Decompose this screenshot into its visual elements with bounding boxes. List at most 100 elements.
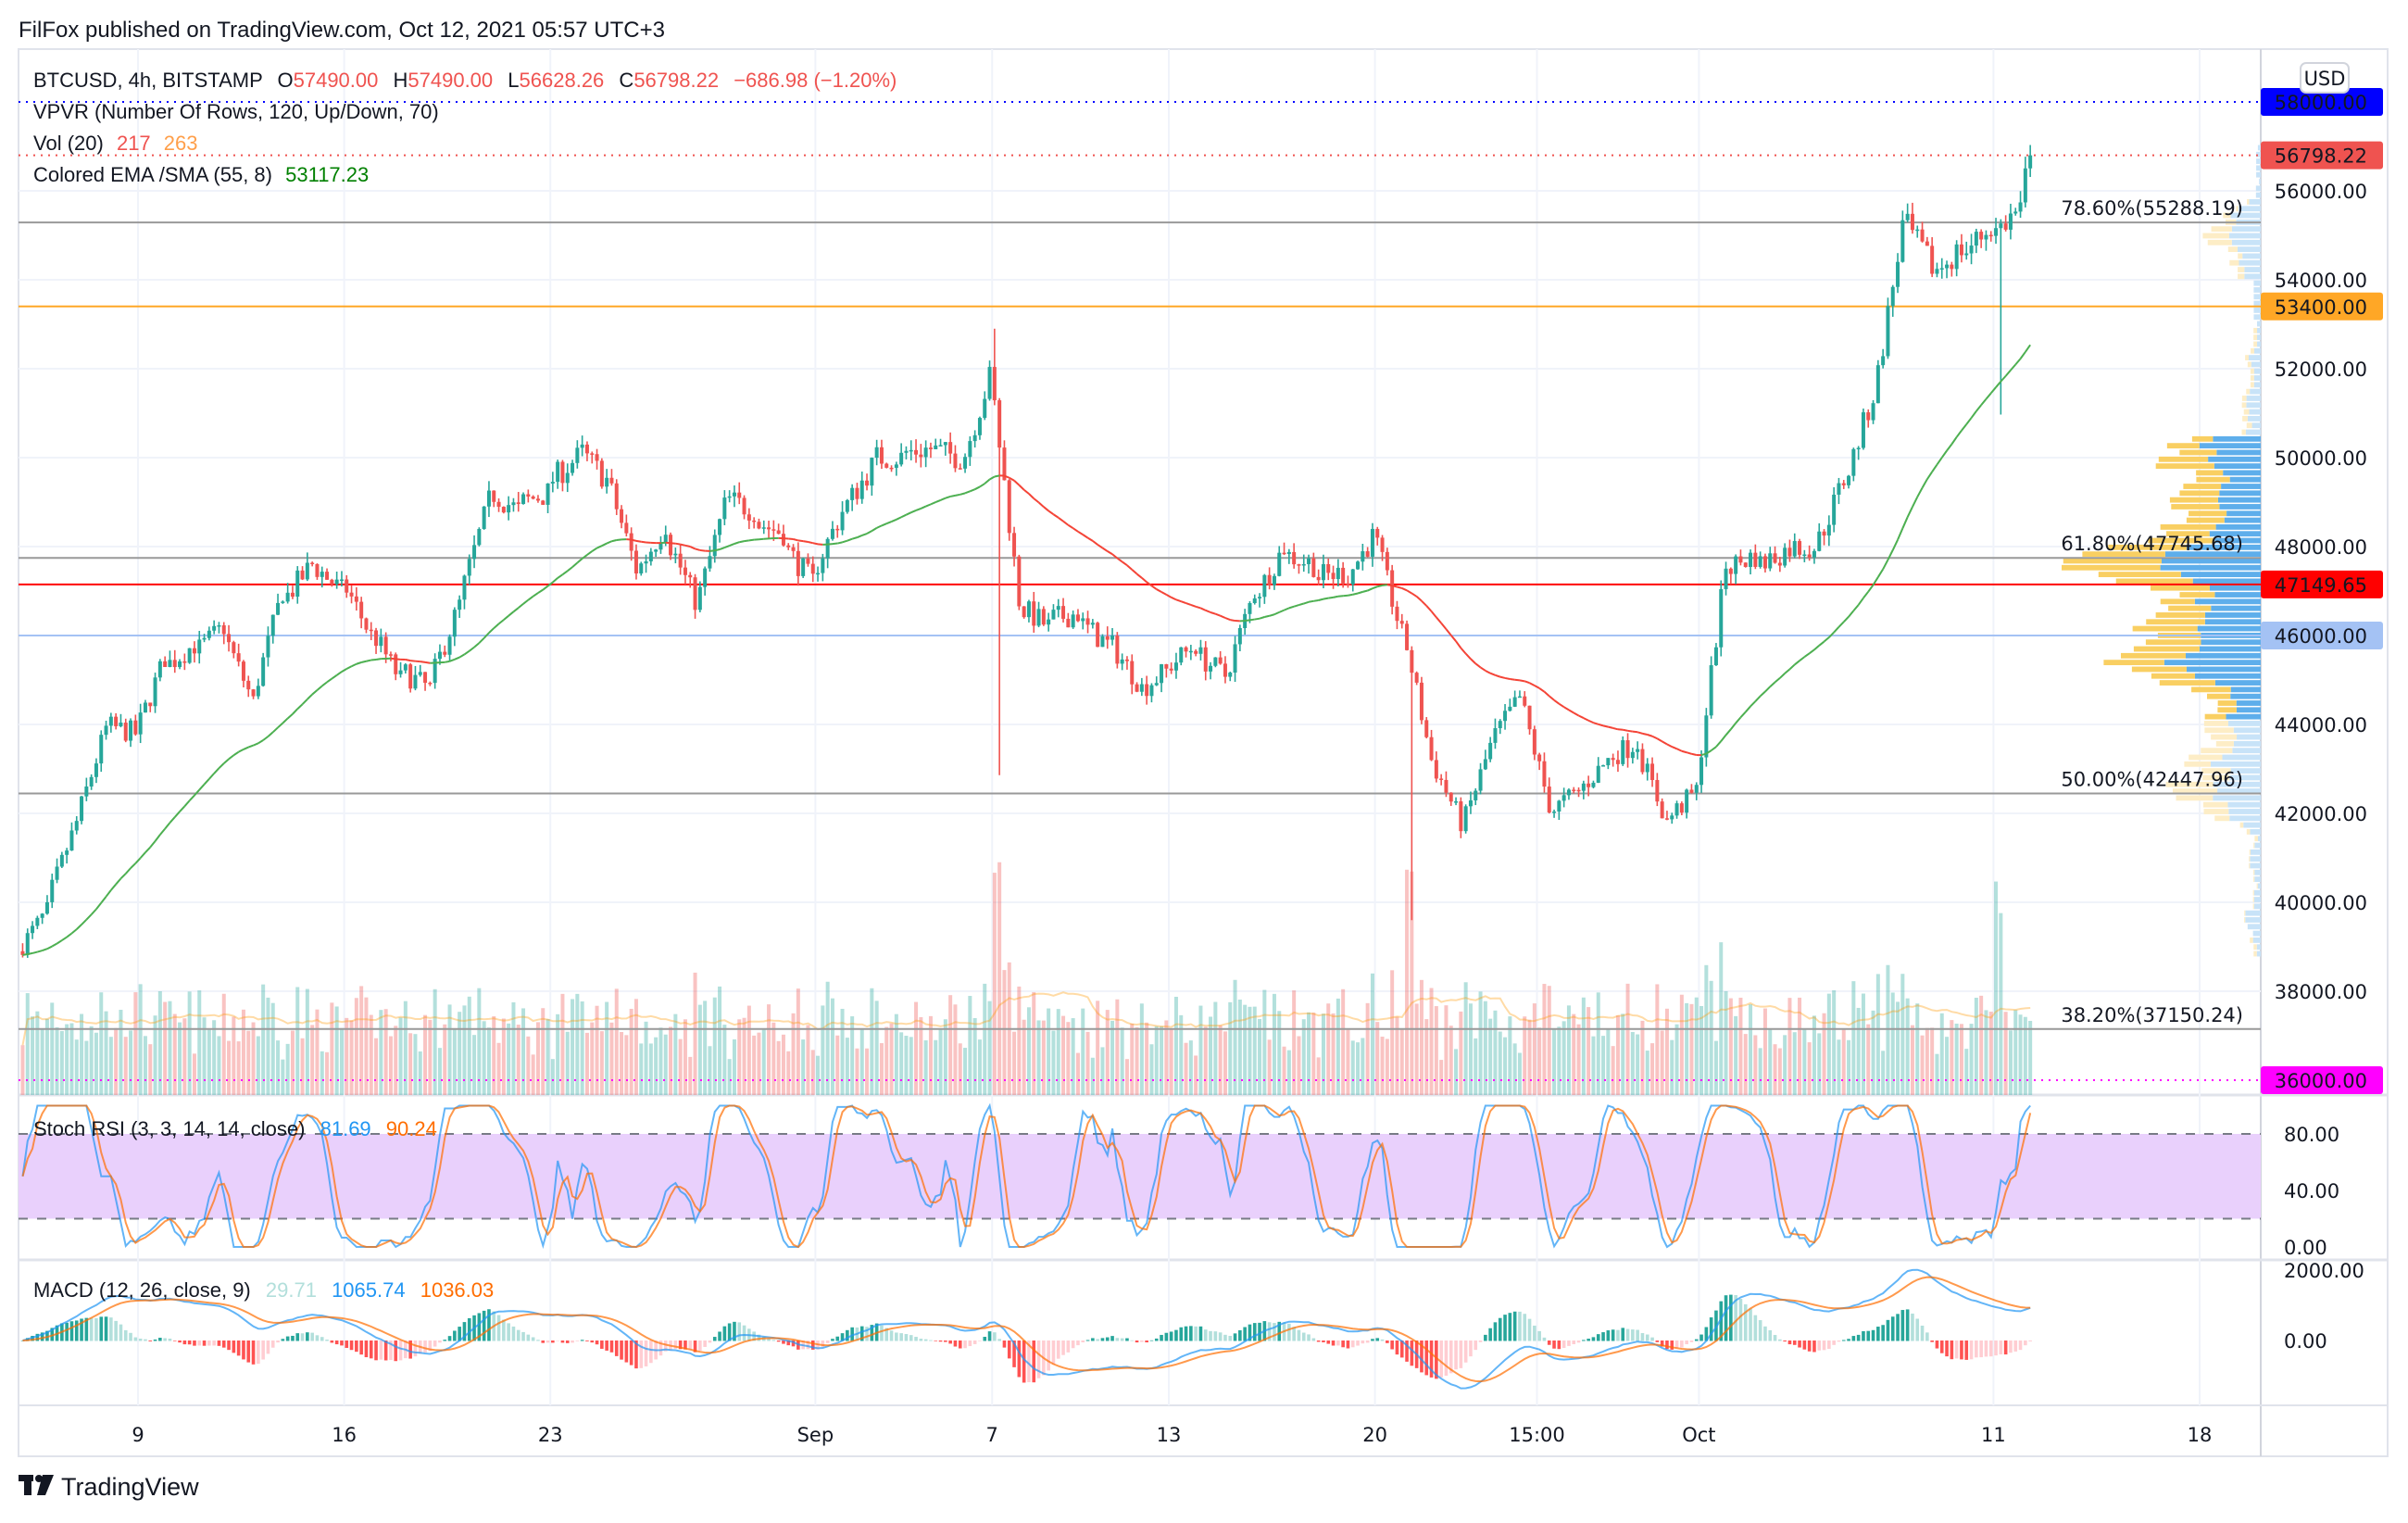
- ema-line-segment: [1489, 672, 1496, 676]
- macd-histogram-bar: [810, 1340, 815, 1350]
- volume-profile-up-bar: [2164, 551, 2261, 558]
- price-label-badge[interactable]: [2261, 88, 2383, 116]
- volume-bar: [644, 1021, 648, 1095]
- ema-line-segment: [1190, 604, 1197, 608]
- volume-bar: [108, 1037, 113, 1095]
- ema-line-segment: [699, 548, 706, 552]
- candle-body: [241, 661, 245, 681]
- macd-histogram-bar: [1960, 1340, 1963, 1360]
- volume-bar: [845, 1038, 849, 1095]
- volume-profile-up-bar: [2247, 924, 2261, 930]
- volume-profile-down-bar: [2252, 903, 2254, 910]
- volume-bar: [639, 1043, 644, 1095]
- macd-histogram-bar: [609, 1340, 614, 1353]
- volume-bar: [1365, 1002, 1370, 1095]
- candle-body: [997, 400, 1002, 448]
- volume-legend[interactable]: Vol (20) 217 263: [33, 132, 198, 155]
- macd-histogram-bar: [1160, 1334, 1163, 1341]
- vpvr-legend[interactable]: VPVR (Number Of Rows, 120, Up/Down, 70): [33, 100, 439, 123]
- price-label-badge[interactable]: [2261, 292, 2383, 321]
- macd-histogram-bar: [929, 1340, 933, 1341]
- volume-profile-down-bar: [2249, 856, 2251, 862]
- macd-histogram-bar: [423, 1340, 427, 1353]
- symbol-legend[interactable]: BTCUSD, 4h, BITSTAMP O57490.00 H57490.00…: [33, 69, 897, 92]
- ema-line-segment: [445, 660, 450, 663]
- ema-line-segment: [881, 522, 887, 527]
- volume-profile-down-bar: [2227, 246, 2238, 253]
- tradingview-logo[interactable]: TradingView: [19, 1473, 199, 1501]
- price-tick-label: 56000.00: [2275, 181, 2367, 203]
- candle-body: [1935, 269, 1939, 274]
- ema-line-segment: [1122, 560, 1128, 567]
- volume-bar: [345, 1017, 349, 1095]
- volume-profile-down-bar: [2250, 375, 2254, 381]
- price-label-badge[interactable]: [2261, 570, 2383, 598]
- volume-bar: [472, 1035, 477, 1095]
- stoch-rsi-legend[interactable]: Stoch RSI (3, 3, 14, 14, close) 81.69 90…: [33, 1117, 437, 1140]
- macd-histogram-bar: [1670, 1340, 1674, 1350]
- time-axis[interactable]: 9 16 23 Sep 7 13 20 15:00 Oct 11 18: [132, 1424, 2212, 1446]
- macd-histogram-bar: [114, 1320, 118, 1341]
- macd-legend[interactable]: MACD (12, 26, close, 9) 29.71 1065.74 10…: [33, 1278, 494, 1302]
- currency-button[interactable]: USD: [2300, 62, 2350, 94]
- ema-line-segment: [179, 805, 186, 812]
- candle-body: [364, 618, 369, 630]
- macd-histogram-bar: [2013, 1340, 2018, 1352]
- volume-bar: [1596, 992, 1600, 1095]
- macd-histogram-bar: [1856, 1334, 1861, 1341]
- ema-line-segment: [497, 619, 505, 625]
- ema-line-segment: [1906, 506, 1913, 518]
- volume-bar: [383, 1009, 388, 1095]
- ema-line-segment: [1587, 719, 1594, 724]
- volume-bar: [806, 1025, 810, 1095]
- price-axis[interactable]: 56000.0054000.0052000.0050000.0048000.00…: [2261, 88, 2383, 1353]
- candle-body: [742, 497, 746, 515]
- volume-bar: [1935, 1053, 1939, 1095]
- macd-histogram-bar: [1939, 1340, 1944, 1353]
- ema-line-segment: [1367, 587, 1373, 592]
- volume-profile-up-bar: [2192, 578, 2261, 585]
- macd-histogram-bar: [1488, 1328, 1492, 1341]
- volume-bar: [1410, 871, 1414, 1095]
- ema-line-segment: [1931, 463, 1938, 472]
- candle-body: [1856, 447, 1861, 450]
- ema-line-segment: [169, 816, 176, 824]
- macd-histogram-bar: [1361, 1340, 1365, 1344]
- macd-histogram-bar: [1493, 1322, 1498, 1341]
- macd-histogram-bar: [1209, 1330, 1212, 1341]
- macd-histogram-bar: [658, 1340, 663, 1356]
- volume-profile-up-bar: [2257, 145, 2261, 151]
- macd-histogram-bar: [1203, 1329, 1208, 1341]
- ema-line-segment: [827, 543, 834, 546]
- ema-line-segment: [552, 577, 558, 584]
- ema-line-segment: [1788, 663, 1796, 671]
- macd-histogram-bar: [644, 1340, 648, 1366]
- candle-body: [644, 560, 648, 564]
- candle-body: [1988, 234, 1993, 237]
- candle-body: [418, 672, 422, 675]
- ema-line-segment: [1823, 636, 1830, 643]
- ema-line-segment: [1062, 520, 1069, 526]
- volume-profile-down-bar: [2217, 707, 2237, 713]
- volume-bar: [114, 1027, 119, 1095]
- volume-bar: [1758, 1048, 1762, 1095]
- candle-body: [1930, 245, 1935, 274]
- stoch-rsi-pane[interactable]: [19, 1102, 2261, 1250]
- volume-bar: [1890, 992, 1895, 1095]
- macd-histogram-bar: [1223, 1334, 1227, 1341]
- price-label-badge[interactable]: [2261, 141, 2383, 170]
- macd-histogram-bar: [1292, 1327, 1296, 1341]
- macd-histogram-bar: [40, 1332, 44, 1341]
- ema-line-segment: [748, 538, 755, 542]
- volume-profile-up-bar: [2256, 158, 2261, 164]
- macd-pane[interactable]: [20, 1268, 2032, 1390]
- macd-histogram-bar: [1125, 1338, 1129, 1341]
- price-pane[interactable]: 78.60%(55288.19)61.80%(47745.68)50.00%(4…: [19, 101, 2261, 1095]
- price-label-badge[interactable]: [2261, 622, 2383, 649]
- ema-line-segment: [1411, 592, 1418, 598]
- price-label-badge[interactable]: [2261, 1066, 2383, 1094]
- ema-legend[interactable]: Colored EMA /SMA (55, 8) 53117.23: [33, 163, 369, 186]
- time-tick-label: Oct: [1682, 1424, 1715, 1446]
- volume-profile-up-bar: [2211, 761, 2261, 767]
